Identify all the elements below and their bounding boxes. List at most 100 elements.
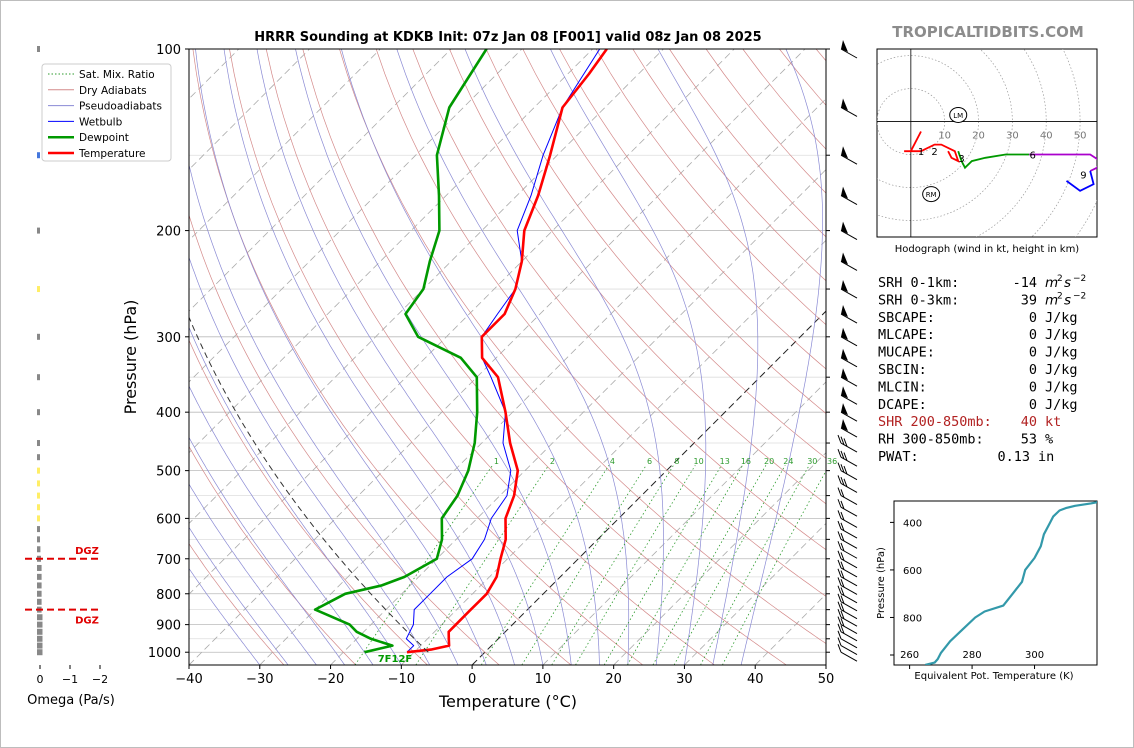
wind-barb (837, 616, 858, 635)
param-row: MLCAPE: 0 J/kg (878, 327, 1078, 343)
legend-label: Pseudoadiabats (79, 101, 162, 113)
y-axis-label: Pressure (hPa) (121, 300, 140, 415)
y-tick-label: 900 (156, 619, 181, 634)
theta-e-y-tick-label: 400 (903, 518, 922, 529)
x-axis-label: Temperature (°C) (438, 692, 577, 711)
wind-barb (840, 98, 858, 117)
dry-adiabat (339, 49, 826, 645)
wind-barb (837, 475, 858, 493)
wind-barb-staff (840, 376, 858, 387)
x-tick-label: 20 (605, 672, 622, 687)
wind-barb (837, 609, 858, 627)
param-unit-sup: −2 (1073, 291, 1086, 301)
moist-adiabat (189, 163, 459, 665)
isotherm (189, 49, 806, 665)
mixing-ratio-line (603, 465, 722, 665)
y-tick-label: 500 (156, 465, 181, 480)
param-value: 0 (1029, 345, 1037, 361)
legend-label: Dewpoint (79, 132, 129, 144)
wind-barb-feather (837, 616, 842, 625)
mixing-ratio-line (652, 465, 767, 665)
param-unit: m (1045, 275, 1058, 291)
moist-adiabat (256, 49, 544, 665)
wind-barb-feather (840, 464, 845, 473)
wind-barb-pennant (841, 368, 848, 381)
wind-barb-feather (840, 578, 845, 588)
wind-barb-feather (840, 542, 845, 552)
wind-barb-feather (840, 489, 845, 498)
wind-barb-pennant (841, 40, 848, 52)
wind-barb-pennant (841, 386, 848, 399)
dewpoint-line (313, 49, 488, 654)
wind-barb-feather (837, 434, 842, 444)
wind-barb-feather (837, 531, 842, 540)
wind-barb (837, 559, 858, 578)
wind-barb-feather (843, 478, 848, 487)
wind-barb-pennant (841, 146, 848, 159)
param-unit: J/kg (1045, 362, 1078, 378)
wetbulb-line (405, 49, 601, 653)
param-value: 0 (1029, 362, 1037, 378)
wind-barb (837, 623, 858, 642)
mixing-ratio-label: 6 (647, 457, 652, 466)
skewt-profiles (189, 49, 608, 654)
hodograph-ring-label: 30 (1006, 131, 1019, 142)
chart-title: HRRR Sounding at KDKB Init: 07z Jan 08 [… (254, 30, 761, 45)
omega-bar (37, 564, 42, 571)
mixing-ratio-label: 10 (694, 457, 704, 466)
param-unit-sup: −2 (1073, 274, 1086, 284)
x-tick-label: 0 (468, 672, 476, 687)
omega-bar (37, 152, 40, 159)
hodograph-ring-label: 10 (938, 131, 951, 142)
mixing-ratio-line (673, 465, 786, 665)
skewt-ticks: −40 −30 −20 −10 0 10 20 30 40 50 100 200 300 400 500 60… (148, 43, 834, 687)
wind-barb-pennant (841, 305, 848, 318)
x-tick-label: −10 (388, 672, 415, 687)
wind-barb (837, 499, 858, 517)
omega-bar (37, 286, 40, 293)
storm-motion-marker (922, 186, 941, 203)
param-unit-sup: 2 (1057, 274, 1063, 284)
dry-adiabat (189, 213, 500, 665)
moist-adiabat (189, 436, 345, 665)
param-row: SBCAPE: 0 J/kg (878, 310, 1078, 326)
wind-barb-staff (840, 230, 858, 241)
wind-barb-feather (840, 625, 845, 634)
moist-adiabat (740, 49, 823, 665)
omega-bar (37, 440, 40, 447)
param-row: SRH 0-1km: -14 m2 s −2 (878, 274, 1086, 291)
y-tick-label: 700 (156, 553, 181, 568)
skewt-panel: HRRR Sounding at KDKB Init: 07z Jan 08 [… (41, 30, 858, 711)
omega-tick-label: 0 (37, 673, 44, 686)
isotherm (542, 381, 826, 665)
omega-bar (37, 598, 42, 605)
y-tick-label: 100 (156, 43, 181, 58)
wind-barb-staff (840, 427, 858, 438)
parcel-path-line (189, 315, 429, 653)
omega-bar (37, 454, 40, 461)
wind-barb-feather (840, 618, 845, 627)
y-tick-label: 1000 (148, 646, 181, 661)
wind-barb (840, 419, 858, 438)
omega-bar (37, 635, 43, 642)
chart-legend: Sat. Mix. Ratio Dry Adiabats Pseudoadiabat… (41, 63, 172, 162)
isotherm (189, 49, 664, 525)
param-unit: J/kg (1045, 397, 1078, 413)
moist-adiabat (189, 483, 317, 665)
x-tick-label: −30 (246, 672, 273, 687)
wind-barb-feather (837, 559, 842, 569)
mixing-ratio-label: 1 (494, 457, 499, 466)
wind-barb-feather (840, 595, 845, 604)
wind-barb-staff (840, 357, 858, 368)
hodograph-caption: Hodograph (wind in kt, height in km) (895, 244, 1080, 255)
mixing-ratio-line (575, 465, 696, 665)
wind-barb (837, 541, 858, 559)
mixing-ratio-label: 2 (550, 457, 555, 466)
wind-barb (837, 593, 858, 612)
hodograph-plot: 10 20 30 40 50 1 2 3 6 9 LM RM (877, 49, 1097, 237)
storm-motion-label: LM (953, 112, 963, 120)
param-unit: J/kg (1045, 379, 1078, 395)
wind-barb-feather (843, 438, 848, 447)
